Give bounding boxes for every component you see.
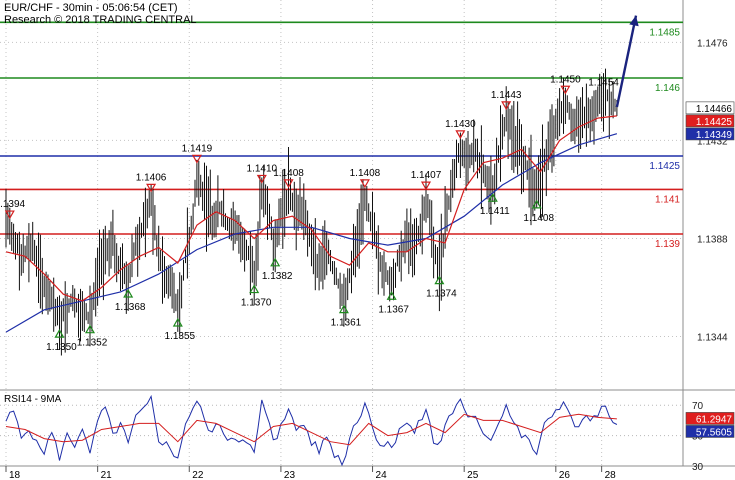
swing-low-label: 1.1350 xyxy=(46,342,77,353)
level-label: 1.1485 xyxy=(649,27,680,38)
swing-low-marker xyxy=(434,275,445,285)
price-tag-box xyxy=(685,114,735,128)
moving-average-fast xyxy=(5,115,617,302)
swing-high-marker xyxy=(191,154,202,164)
swing-high-label: 1.1408 xyxy=(350,168,381,179)
y-tick-label: 1.1388 xyxy=(697,234,728,245)
price-tag-box xyxy=(685,101,735,115)
swing-low-label: 1.1382 xyxy=(262,271,293,282)
level-label: 1.139 xyxy=(655,239,680,250)
swing-low-label: 1.1367 xyxy=(378,304,409,315)
swing-low-label: 1.1368 xyxy=(115,302,146,313)
swing-high-label: 1.1430 xyxy=(445,119,476,130)
swing-high-marker xyxy=(455,130,466,140)
x-tick-label: 25 xyxy=(467,470,479,480)
rsi-value-label: 61.2947 xyxy=(696,414,733,425)
x-tick-label: 22 xyxy=(192,470,204,480)
swing-low-marker xyxy=(338,304,349,314)
swing-low-marker xyxy=(487,192,498,202)
swing-low-marker xyxy=(84,324,96,334)
swing-high-label: 1.1450 xyxy=(550,74,581,85)
x-tick-label: 24 xyxy=(376,470,388,480)
swing-high-label: 1.1443 xyxy=(491,90,522,101)
support-resistance-levels: 1.1485 1.146 1.1425 1.141 1.139 xyxy=(0,21,683,250)
price-tags: 1.14466 1.14425 1.14349 xyxy=(685,101,735,141)
swing-high-label: 1.1394 xyxy=(0,199,26,210)
rsi-value-tag xyxy=(685,425,735,438)
swing-high-marker xyxy=(146,183,157,193)
swing-low-label: 1.1374 xyxy=(426,289,457,300)
x-axis-ticks: 18 21 22 23 24 25 26 28 xyxy=(5,466,617,480)
swing-low-label: 1.1352 xyxy=(77,338,108,349)
rsi-value-label: 57.5605 xyxy=(696,427,733,438)
chart-title: EUR/CHF - 30min - 05:06:54 (CET) xyxy=(4,2,178,14)
price-series xyxy=(5,15,639,356)
x-tick-label: 26 xyxy=(559,470,571,480)
price-annotation: 1.1454 xyxy=(588,77,619,88)
swing-high-label: 1.1419 xyxy=(182,143,213,154)
x-tick-label: 23 xyxy=(284,470,296,480)
swing-low-label: 1.1370 xyxy=(241,298,272,309)
swing-high-marker xyxy=(560,85,571,95)
price-tag-label: 1.14466 xyxy=(696,104,733,115)
y-tick-label: 1.1344 xyxy=(697,333,728,344)
swing-low-marker xyxy=(172,317,183,327)
rsi-ma-line xyxy=(5,413,617,446)
swing-high-marker xyxy=(501,101,512,111)
x-tick-label: 21 xyxy=(101,470,113,480)
swing-low-label: 1.1355 xyxy=(165,331,196,342)
y-tick-label: 1.1432 xyxy=(697,136,728,147)
swing-high-marker xyxy=(283,179,294,189)
swing-high-marker xyxy=(256,174,267,184)
swing-markers: 1.13941.14061.14191.14101.14081.14081.14… xyxy=(0,74,619,353)
swing-low-marker xyxy=(386,291,397,300)
swing-high-marker xyxy=(4,210,15,220)
swing-low-marker xyxy=(123,288,134,298)
swing-high-label: 1.1408 xyxy=(273,168,304,179)
swing-high-marker xyxy=(420,181,432,191)
x-tick-label: 18 xyxy=(9,470,21,480)
price-tag-label: 1.14425 xyxy=(696,117,733,128)
swing-high-label: 1.1406 xyxy=(136,172,167,183)
level-label: 1.141 xyxy=(655,194,680,205)
swing-low-marker xyxy=(270,257,281,267)
swing-low-marker xyxy=(249,284,260,294)
rsi-tick-label: 30 xyxy=(692,462,704,473)
swing-low-label: 1.1361 xyxy=(331,318,362,329)
swing-low-label: 1.1411 xyxy=(480,206,510,217)
swing-low-label: 1.1408 xyxy=(523,213,554,224)
x-tick-label: 28 xyxy=(605,470,617,480)
level-label: 1.1425 xyxy=(649,161,680,172)
level-label: 1.146 xyxy=(655,83,680,94)
chart-subtitle: Research © 2018 TRADING CENTRAL xyxy=(4,14,197,26)
swing-high-marker xyxy=(359,179,370,189)
rsi-tick-label: 70 xyxy=(692,401,704,412)
y-tick-label: 1.1476 xyxy=(697,38,728,49)
swing-high-label: 1.1410 xyxy=(247,163,278,174)
swing-low-marker xyxy=(54,328,65,338)
rsi-label: RSI14 - 9MA xyxy=(4,394,62,405)
price-tag-box xyxy=(685,127,735,141)
swing-low-marker xyxy=(531,199,542,209)
projection-arrow-head xyxy=(629,15,639,27)
price-tag-label: 1.14349 xyxy=(696,130,733,141)
swing-high-label: 1.1407 xyxy=(411,170,442,181)
rsi-value-tag xyxy=(685,412,735,425)
moving-average-slow xyxy=(5,133,618,333)
projection-arrow xyxy=(615,15,638,108)
